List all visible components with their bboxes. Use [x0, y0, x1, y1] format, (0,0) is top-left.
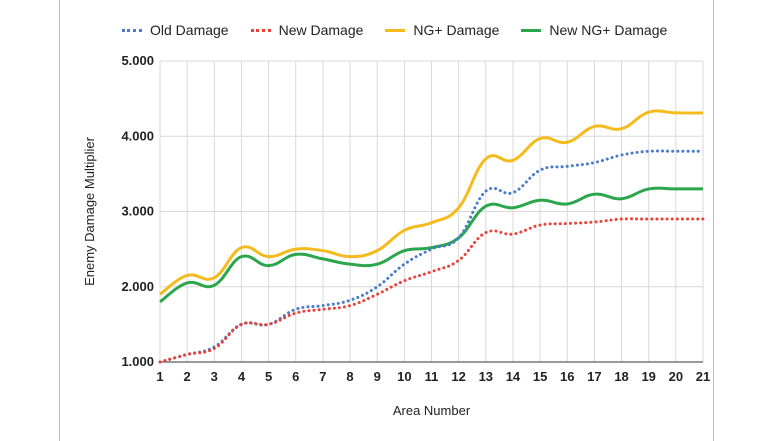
legend-item-new-ngplus-damage: New NG+ Damage [521, 22, 667, 38]
x-tick-label: 8 [346, 369, 353, 384]
legend-swatch [250, 28, 271, 32]
x-tick-label: 19 [641, 369, 655, 384]
legend-swatch [385, 28, 406, 32]
legend-label: New Damage [278, 22, 364, 38]
x-tick-label: 1 [156, 369, 163, 384]
series-line-new-damage [158, 217, 705, 364]
chart-legend: Old Damage New Damage NG+ Damage New NG+ Da… [122, 20, 667, 40]
x-tick-label: 3 [211, 369, 218, 384]
x-tick-label: 12 [451, 369, 465, 384]
x-tick-label: 15 [533, 369, 547, 384]
x-tick-label: 21 [696, 369, 710, 384]
legend-swatch [521, 28, 542, 32]
y-tick-label: 3.000 [121, 204, 154, 219]
y-tick-label: 1.000 [121, 354, 154, 369]
y-tick-label: 2.000 [121, 279, 154, 294]
x-tick-label: 11 [425, 369, 439, 384]
legend-label: Old Damage [150, 22, 229, 38]
legend-swatch [122, 28, 142, 32]
y-tick-label: 5.000 [121, 53, 154, 68]
x-tick-label: 5 [265, 369, 272, 384]
x-tick-label: 16 [560, 369, 574, 384]
y-tick-label: 4.000 [121, 128, 154, 143]
x-tick-label: 18 [614, 369, 628, 384]
x-tick-label: 2 [184, 369, 191, 384]
x-tick-label: 10 [397, 369, 411, 384]
y-axis-title: Enemy Damage Multiplier [82, 136, 97, 286]
x-tick-label: 4 [238, 369, 246, 384]
x-tick-label: 17 [587, 369, 601, 384]
series-line-ngplus-damage [159, 109, 704, 296]
x-tick-label: 13 [479, 369, 493, 384]
legend-label: NG+ Damage [413, 22, 500, 38]
x-tick-label: 14 [506, 369, 521, 384]
series-line-old-damage [158, 149, 705, 364]
legend-item-old-damage: Old Damage [122, 22, 229, 38]
x-tick-label: 6 [292, 369, 299, 384]
x-tick-label: 7 [319, 369, 326, 384]
x-axis-title: Area Number [393, 403, 471, 418]
legend-label: New NG+ Damage [549, 22, 668, 38]
legend-item-ngplus-damage: NG+ Damage [385, 22, 499, 38]
x-tick-label: 9 [374, 369, 381, 384]
x-tick-label: 20 [669, 369, 683, 384]
legend-item-new-damage: New Damage [250, 22, 364, 38]
series-line-new-ngplus-damage [159, 186, 703, 304]
